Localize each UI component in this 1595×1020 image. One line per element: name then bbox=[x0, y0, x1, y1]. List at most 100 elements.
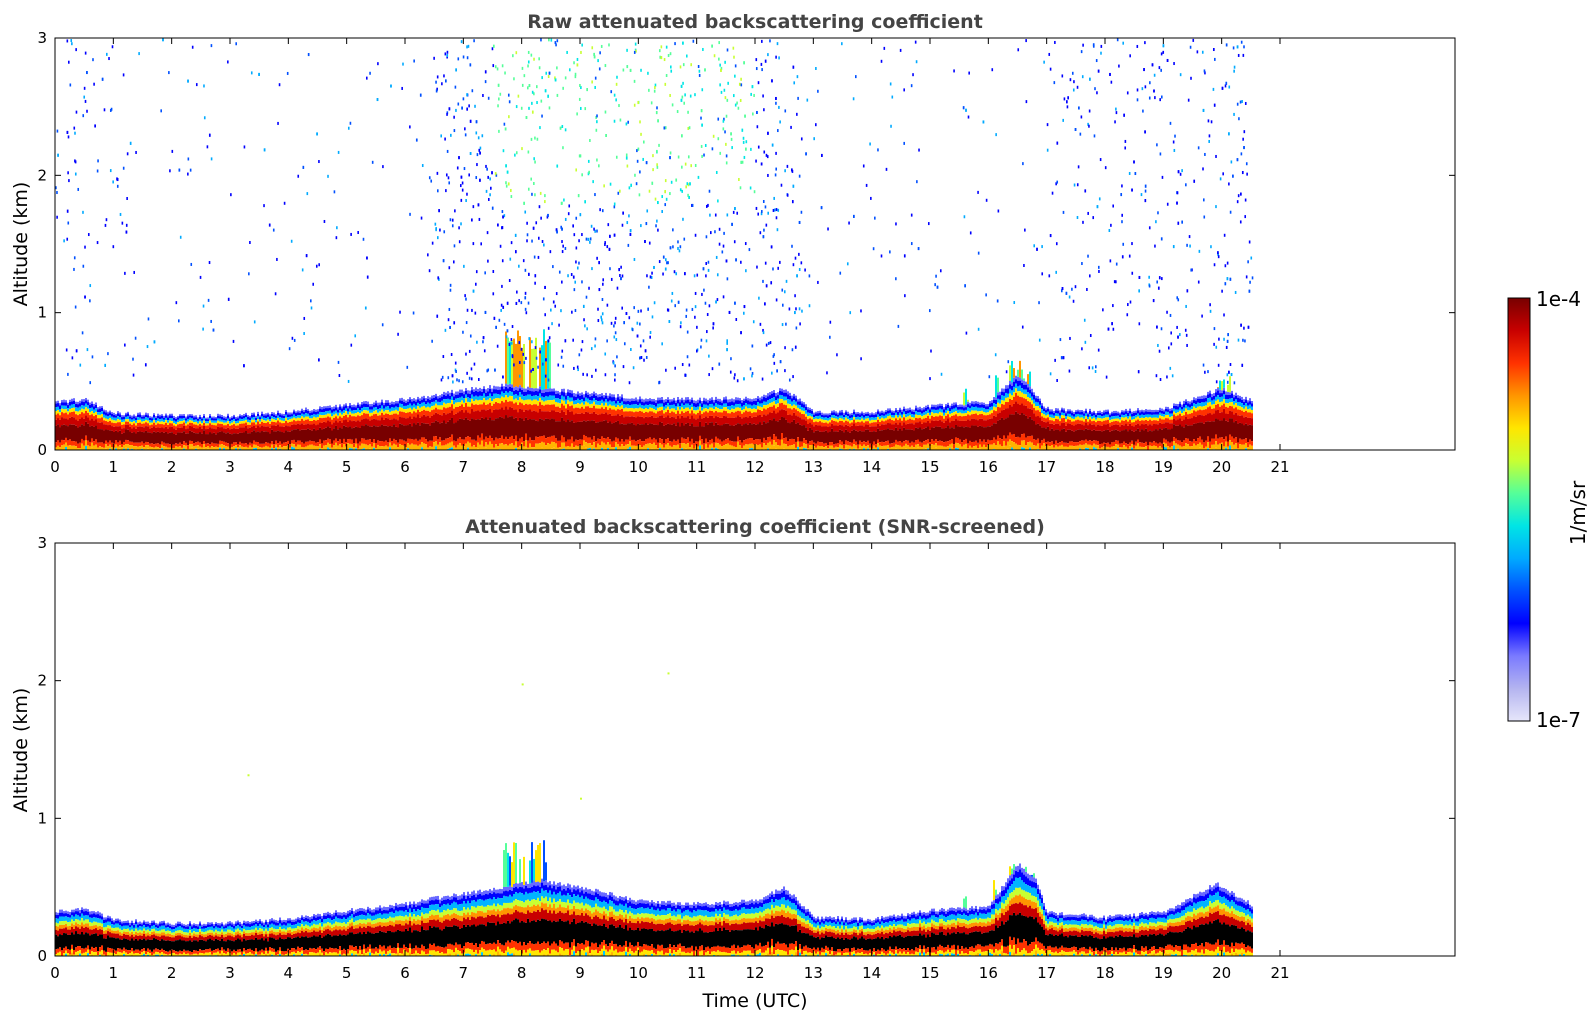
layer-cell bbox=[935, 439, 937, 444]
layer-cell bbox=[147, 448, 149, 450]
layer-cell bbox=[875, 414, 877, 418]
layer-cell bbox=[711, 438, 713, 444]
layer-cell bbox=[891, 417, 893, 421]
layer-cell bbox=[1059, 442, 1061, 446]
layer-cell bbox=[373, 447, 375, 450]
layer-cell bbox=[789, 392, 791, 396]
layer-cell bbox=[731, 408, 733, 412]
layer-cell bbox=[733, 409, 735, 413]
layer-cell bbox=[861, 421, 863, 426]
layer-cell bbox=[617, 414, 619, 421]
layer-cell bbox=[1053, 421, 1055, 425]
layer-cell bbox=[905, 410, 907, 415]
layer-cell bbox=[903, 406, 905, 409]
layer-cell bbox=[963, 416, 965, 421]
layer-cell bbox=[191, 444, 193, 448]
layer-cell bbox=[643, 399, 645, 403]
layer-cell bbox=[973, 401, 975, 405]
layer-cell bbox=[613, 415, 615, 423]
layer-cell bbox=[451, 417, 453, 435]
layer-cell bbox=[709, 410, 711, 416]
layer-cell bbox=[251, 426, 253, 432]
layer-cell bbox=[189, 422, 191, 426]
layer-cell bbox=[519, 388, 521, 393]
layer-cell bbox=[525, 399, 527, 404]
layer-cell bbox=[511, 416, 513, 436]
layer-cell bbox=[353, 427, 355, 444]
layer-cell bbox=[967, 411, 969, 415]
layer-cell bbox=[587, 437, 589, 444]
layer-cell bbox=[417, 409, 419, 415]
layer-cell bbox=[955, 418, 957, 425]
layer-cell bbox=[247, 447, 249, 450]
layer-cell bbox=[497, 446, 499, 450]
layer-cell bbox=[1051, 441, 1053, 446]
layer-cell bbox=[75, 414, 77, 420]
layer-cell bbox=[903, 414, 905, 418]
layer-cell bbox=[355, 416, 357, 422]
layer-cell bbox=[245, 417, 247, 420]
layer-cell bbox=[847, 425, 849, 432]
layer-cell bbox=[529, 419, 531, 438]
layer-cell bbox=[667, 423, 669, 439]
layer-cell bbox=[737, 404, 739, 408]
layer-cell bbox=[97, 412, 99, 415]
layer-cell bbox=[807, 419, 809, 424]
layer-cell bbox=[95, 408, 97, 412]
layer-cell bbox=[431, 398, 433, 403]
layer-cell bbox=[257, 446, 259, 450]
layer-cell bbox=[167, 422, 169, 425]
layer-cell bbox=[365, 407, 367, 411]
layer-cell bbox=[619, 403, 621, 407]
layer-cell bbox=[917, 418, 919, 423]
layer-cell bbox=[271, 416, 273, 419]
layer-cell bbox=[385, 440, 387, 446]
layer-cell bbox=[601, 413, 603, 422]
layer-cell bbox=[923, 415, 925, 419]
layer-cell bbox=[1079, 412, 1081, 415]
layer-cell bbox=[703, 397, 705, 401]
layer-cell bbox=[831, 420, 833, 424]
layer-cell bbox=[239, 445, 241, 449]
layer-cell bbox=[715, 422, 717, 437]
layer-cell bbox=[675, 402, 677, 407]
layer-cell bbox=[601, 403, 603, 408]
layer-cell bbox=[251, 443, 253, 448]
layer-cell bbox=[881, 412, 883, 416]
layer-cell bbox=[243, 414, 245, 416]
layer-cell bbox=[485, 400, 487, 405]
layer-cell bbox=[307, 445, 309, 450]
layer-cell bbox=[719, 439, 721, 445]
layer-cell bbox=[1061, 412, 1063, 416]
layer-cell bbox=[571, 393, 573, 398]
layer-cell bbox=[593, 391, 595, 395]
layer-cell bbox=[393, 418, 395, 425]
layer-cell bbox=[901, 414, 903, 418]
layer-cell bbox=[707, 424, 709, 443]
layer-cell bbox=[211, 416, 213, 419]
layer-cell bbox=[827, 427, 829, 433]
layer-cell bbox=[199, 416, 201, 420]
layer-cell bbox=[905, 417, 907, 421]
layer-cell bbox=[985, 442, 987, 448]
layer-cell bbox=[343, 425, 345, 439]
layer-cell bbox=[255, 427, 257, 433]
layer-cell bbox=[261, 431, 263, 444]
layer-cell bbox=[297, 412, 299, 416]
layer-cell bbox=[665, 444, 667, 450]
layer-cell bbox=[1017, 376, 1019, 381]
layer-cell bbox=[169, 444, 171, 448]
layer-cell bbox=[1043, 443, 1045, 448]
layer-cell bbox=[895, 410, 897, 413]
layer-cell bbox=[177, 417, 179, 420]
layer-cell bbox=[761, 410, 763, 417]
layer-cell bbox=[291, 446, 293, 450]
layer-cell bbox=[997, 398, 999, 403]
layer-cell bbox=[831, 442, 833, 446]
layer-cell bbox=[225, 433, 227, 443]
layer-cell bbox=[343, 404, 345, 407]
layer-cell bbox=[379, 415, 381, 421]
layer-cell bbox=[57, 424, 59, 441]
layer-cell bbox=[789, 395, 791, 400]
layer-cell bbox=[441, 445, 443, 450]
